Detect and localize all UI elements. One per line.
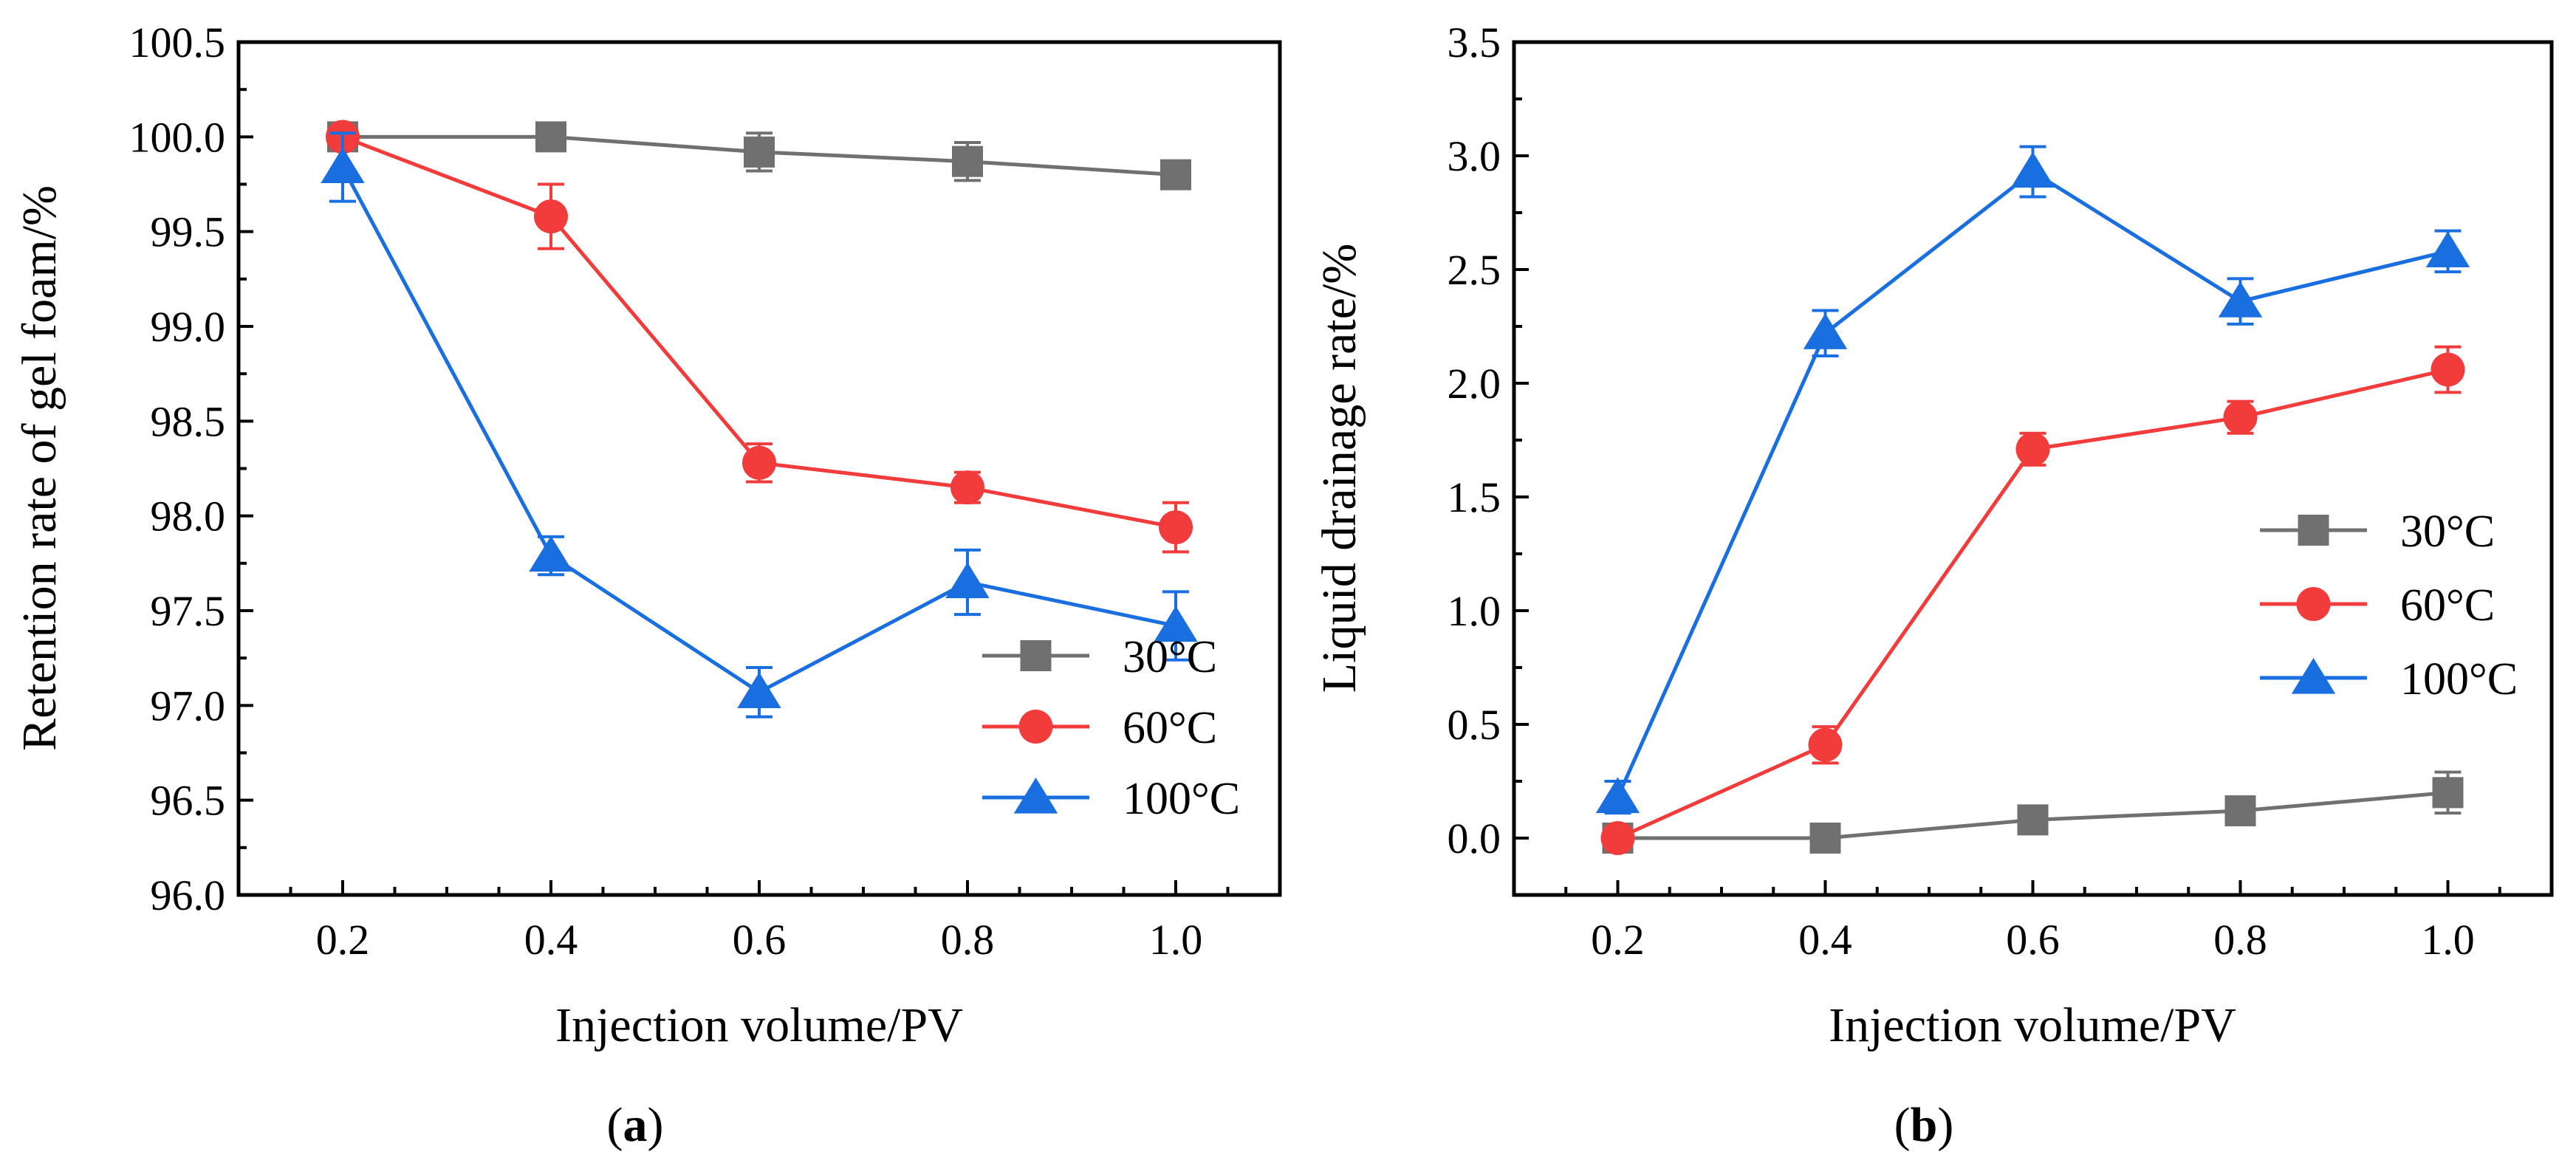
x-tick-label: 0.2 <box>1591 916 1645 964</box>
data-point <box>950 470 984 505</box>
panel-label-open: ( <box>1894 1098 1911 1152</box>
data-point <box>1159 510 1193 545</box>
y-tick-label: 98.0 <box>151 493 226 541</box>
data-point <box>1808 727 1843 762</box>
legend-marker <box>1020 640 1052 671</box>
legend-marker <box>2296 587 2331 621</box>
data-point <box>535 121 566 153</box>
series-100CC <box>321 131 1198 718</box>
data-point <box>1160 159 1191 191</box>
y-tick-label: 3.0 <box>1448 132 1501 180</box>
y-tick-label: 100.0 <box>129 113 226 161</box>
legend-item: 60°C <box>982 703 1217 753</box>
y-tick-label: 96.0 <box>151 871 226 919</box>
data-point <box>952 145 983 177</box>
data-point <box>534 199 568 234</box>
data-point <box>2432 777 2464 809</box>
legend-marker <box>1013 778 1058 814</box>
data-point <box>737 672 781 708</box>
y-tick-label: 97.5 <box>151 587 226 635</box>
chart-panel-a: 0.2 0.4 0.6 0.8 1.0 96.0 96.5 97.0 97.5 98.0 98.5 9… <box>13 18 1282 1152</box>
data-point <box>2425 231 2470 267</box>
x-tick-label: 0.8 <box>941 916 995 964</box>
x-tick-label: 0.8 <box>2213 916 2267 964</box>
data-point <box>742 445 776 480</box>
y-tick-label: 0.5 <box>1448 701 1501 749</box>
data-point <box>2218 281 2263 318</box>
x-tick-label: 0.6 <box>2006 916 2060 964</box>
legend-item: 30°C <box>982 632 1217 682</box>
y-tick-label: 2.0 <box>1448 360 1501 408</box>
y-axis-title: Retention rate of gel foam/% <box>13 185 66 751</box>
x-tick-label: 0.4 <box>1798 916 1852 964</box>
y-tick-label: 1.0 <box>1448 587 1501 635</box>
data-point <box>1600 821 1635 855</box>
legend-marker <box>2291 658 2336 694</box>
plot-frame <box>1512 40 2554 897</box>
legend: 30°C 60°C 100°C <box>982 632 1240 824</box>
x-tick-label: 1.0 <box>1149 916 1203 964</box>
data-point <box>2015 432 2050 467</box>
y-axis-title: Liquid drainage rate/% <box>1312 244 1366 693</box>
legend-label: 30°C <box>2400 507 2495 557</box>
panel-label-letter: b <box>1911 1098 1938 1152</box>
legend-item: 30°C <box>2260 507 2495 557</box>
panel-label-close: ) <box>648 1098 664 1152</box>
y-tick-label: 0.0 <box>1448 814 1501 862</box>
legend-label: 100°C <box>1123 774 1240 824</box>
series-100CC <box>1595 145 2470 815</box>
y-tick-label: 2.5 <box>1448 246 1501 294</box>
x-axis-title: Injection volume/PV <box>555 998 963 1052</box>
data-point <box>2017 804 2049 836</box>
series-30CC <box>327 121 1191 191</box>
series-60CC <box>1600 345 2465 855</box>
y-tick-label: 100.5 <box>129 18 226 66</box>
legend-item: 60°C <box>2260 580 2495 631</box>
legend: 30°C 60°C 100°C <box>2260 507 2518 704</box>
x-tick-label: 0.6 <box>733 916 787 964</box>
data-point <box>529 535 573 572</box>
y-tick-label: 97.0 <box>151 682 226 730</box>
legend-marker <box>1018 710 1053 744</box>
data-point <box>2431 352 2465 387</box>
data-point <box>1154 605 1198 642</box>
y-tick-label: 99.0 <box>151 303 226 351</box>
y-tick-label: 96.5 <box>151 777 226 825</box>
data-point <box>945 562 990 599</box>
x-tick-label: 0.4 <box>524 916 578 964</box>
y-tick-label: 99.5 <box>151 208 226 256</box>
panel-label: (a) <box>607 1098 664 1152</box>
chart-panel-b: 0.2 0.4 0.6 0.8 1.0 0.0 0.5 1.0 1.5 2.0 2.5 3.0 3.5 3… <box>1312 18 2554 1152</box>
x-tick-label: 1.0 <box>2421 916 2475 964</box>
data-point <box>2224 795 2256 827</box>
legend-label: 60°C <box>1123 703 1217 753</box>
legend-label: 30°C <box>1123 632 1217 682</box>
panel-label-close: ) <box>1937 1098 1953 1152</box>
plot-frame <box>236 40 1282 897</box>
data-point <box>321 147 365 183</box>
x-tick-label: 0.2 <box>316 916 370 964</box>
y-tick-label: 98.5 <box>151 397 226 445</box>
legend-item: 100°C <box>2260 654 2518 704</box>
data-point <box>744 136 775 168</box>
data-point <box>2223 400 2258 435</box>
data-point <box>1803 313 1848 349</box>
y-tick-label: 3.5 <box>1448 18 1501 66</box>
legend-item: 100°C <box>982 774 1240 824</box>
data-point <box>1595 777 1640 814</box>
data-point <box>2010 151 2055 188</box>
legend-marker <box>2298 515 2329 546</box>
y-tick-label: 1.5 <box>1448 473 1501 521</box>
panel-label-letter: a <box>623 1098 648 1152</box>
panel-label: (b) <box>1894 1098 1954 1152</box>
legend-label: 60°C <box>2400 580 2495 631</box>
data-point <box>1809 823 1841 854</box>
x-axis-title: Injection volume/PV <box>1829 998 2236 1052</box>
legend-label: 100°C <box>2400 654 2518 704</box>
panel-label-open: ( <box>607 1098 623 1152</box>
